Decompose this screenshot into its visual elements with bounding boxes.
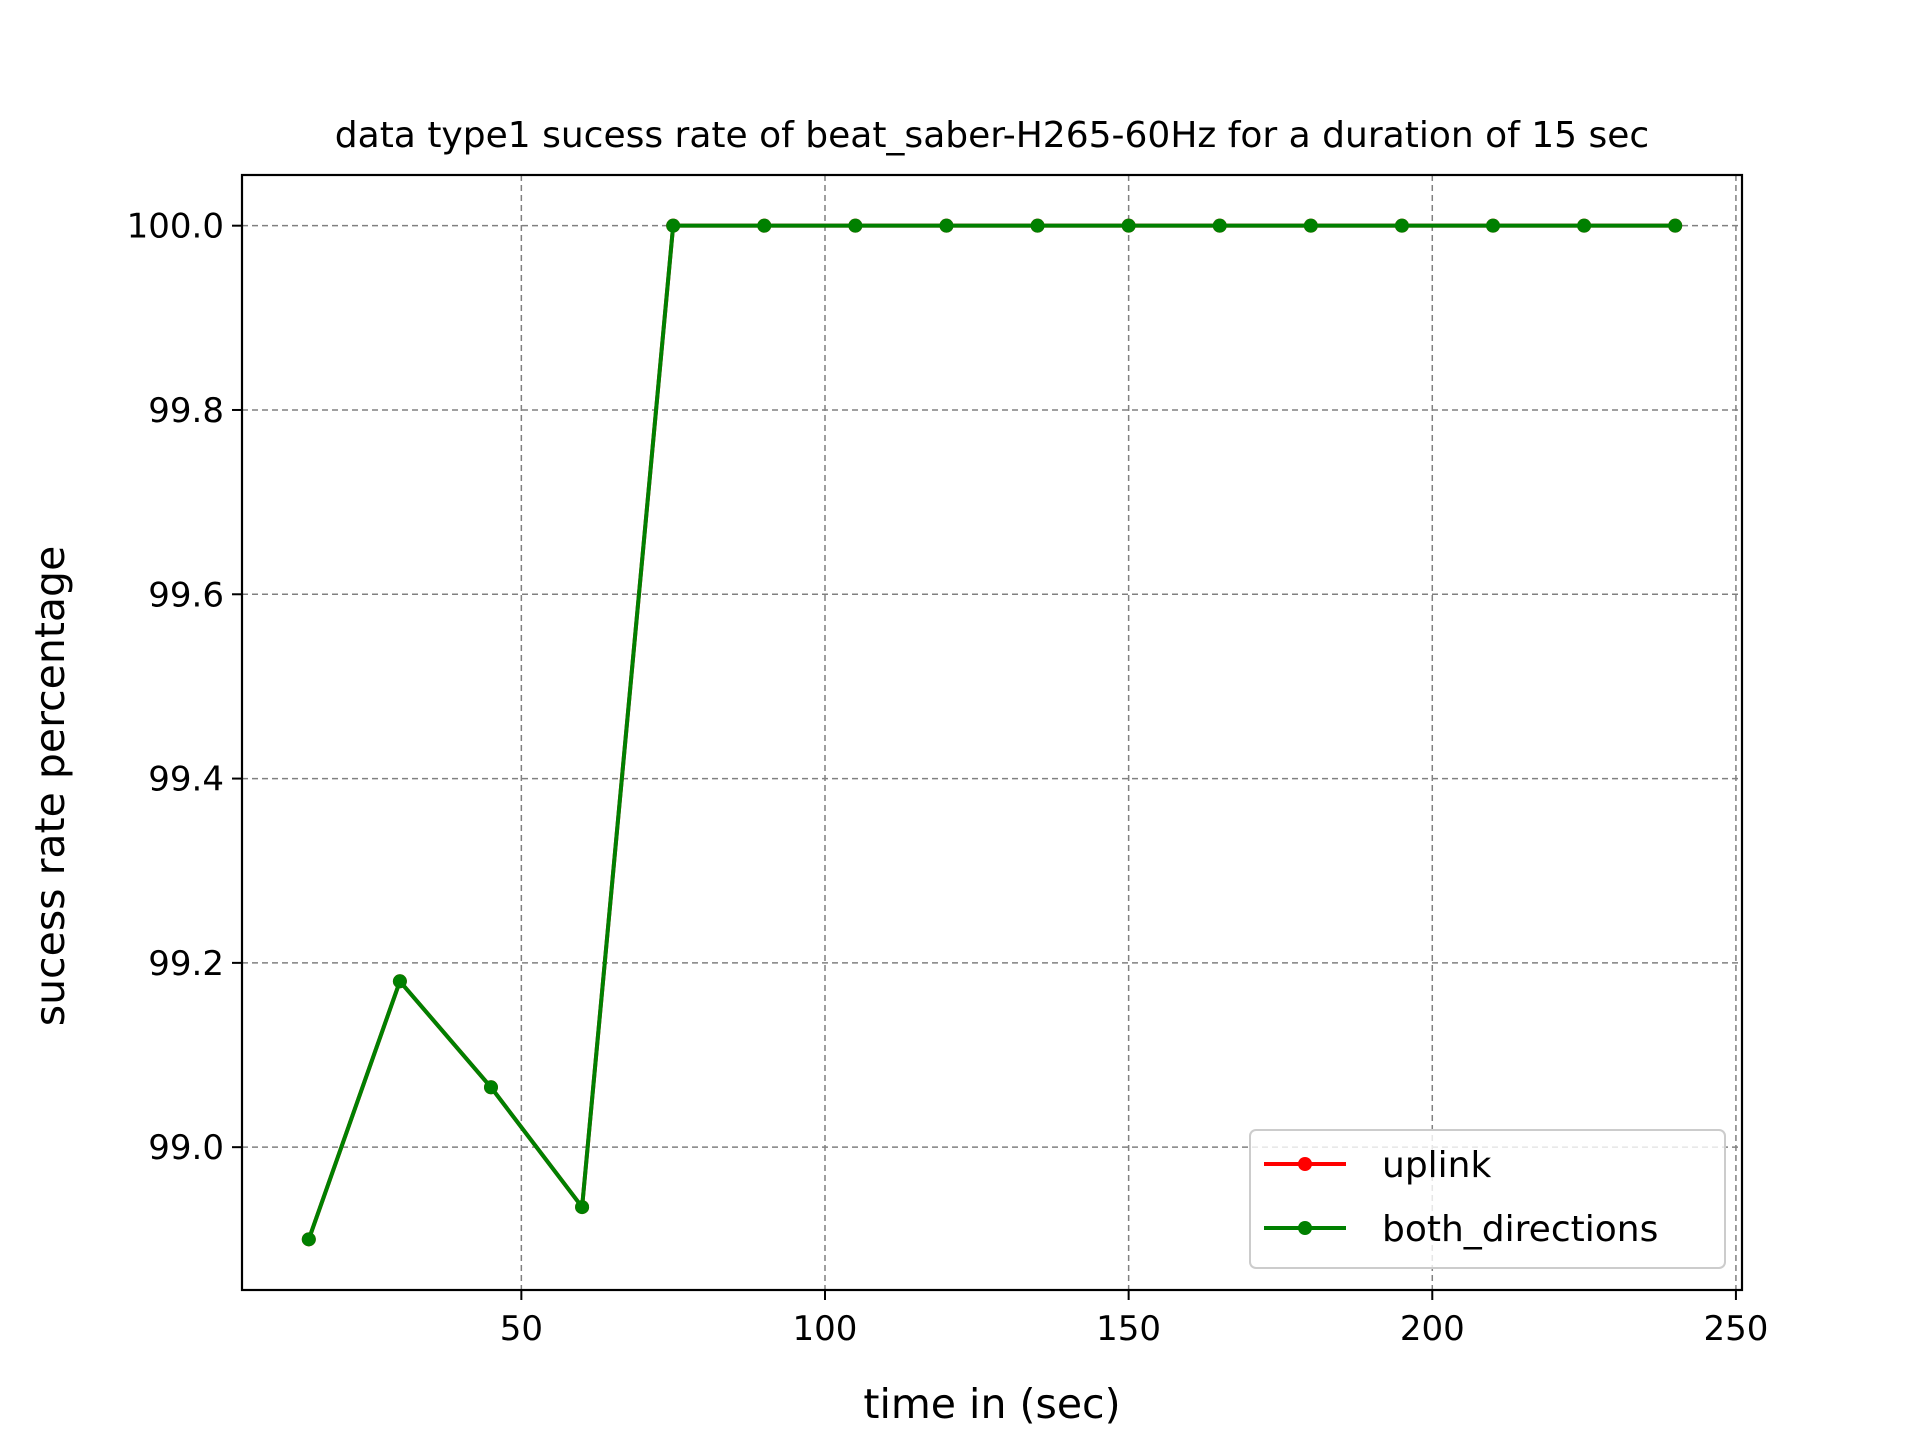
- x-axis-label: time in (sec): [863, 1380, 1120, 1428]
- data-point: [1030, 218, 1045, 233]
- x-tick-label: 200: [1400, 1309, 1465, 1349]
- data-point: [1486, 218, 1501, 233]
- legend-item: uplink: [1264, 1145, 1491, 1186]
- series-both_directions: [301, 218, 1683, 1247]
- legend-marker: [1298, 1157, 1312, 1171]
- y-tick-label: 99.2: [148, 944, 224, 984]
- data-point: [1394, 218, 1409, 233]
- data-point: [1668, 218, 1683, 233]
- x-tick-label: 100: [793, 1309, 858, 1349]
- data-point: [848, 218, 863, 233]
- legend-box: [1249, 1129, 1726, 1269]
- y-tick-label: 99.8: [148, 391, 224, 431]
- y-tick-label: 99.0: [148, 1128, 224, 1168]
- data-point: [939, 218, 954, 233]
- data-point: [757, 218, 772, 233]
- plot-area-frame: [240, 173, 1744, 1292]
- y-tick-label: 99.6: [148, 575, 224, 615]
- data-point: [1121, 218, 1136, 233]
- x-tick-label: 150: [1096, 1309, 1161, 1349]
- data-point: [1303, 218, 1318, 233]
- chart-title: data type1 sucess rate of beat_saber-H26…: [335, 115, 1649, 156]
- series-line: [306, 223, 1676, 1240]
- data-point: [392, 974, 407, 989]
- legend-item: both_directions: [1264, 1209, 1658, 1250]
- legend-marker: [1298, 1221, 1312, 1235]
- legend-label: both_directions: [1382, 1209, 1658, 1250]
- y-axis-label: sucess rate percentage: [26, 546, 74, 1027]
- x-tick-label: 250: [1703, 1309, 1768, 1349]
- series-line: [306, 223, 1676, 1240]
- data-point: [1577, 218, 1592, 233]
- data-point: [666, 218, 681, 233]
- x-tick-label: 50: [500, 1309, 543, 1349]
- y-tick-label: 99.4: [148, 760, 224, 800]
- grid-lines: [242, 175, 1742, 1290]
- series-lines: [301, 218, 1683, 1247]
- legend: uplink both_directions: [1249, 1129, 1726, 1269]
- data-point: [575, 1200, 590, 1215]
- series-uplink: [301, 218, 1683, 1247]
- y-tick-label: 100.0: [127, 207, 224, 247]
- legend-label: uplink: [1382, 1145, 1491, 1186]
- data-point: [301, 1232, 316, 1247]
- data-point: [1212, 218, 1227, 233]
- x-axis: 50 100 150 200 250: [500, 1290, 1768, 1349]
- y-axis: 99.0 99.2 99.4 99.6 99.8 100.0: [127, 207, 242, 1168]
- data-point: [483, 1080, 498, 1095]
